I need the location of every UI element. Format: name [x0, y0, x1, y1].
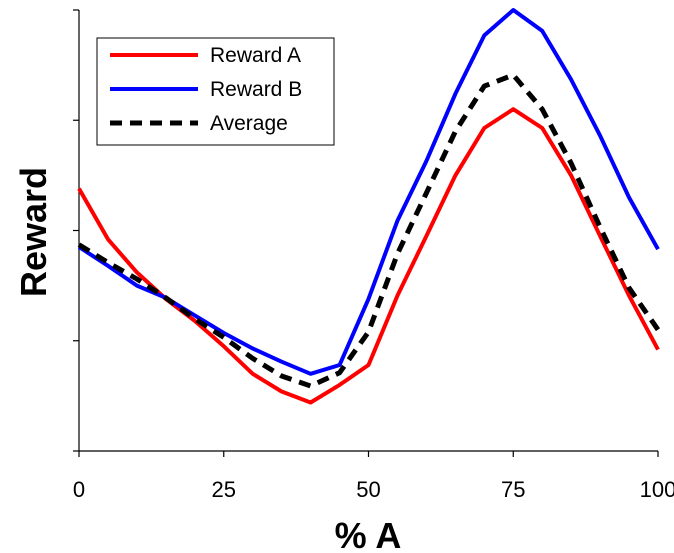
- x-tick-label: 50: [356, 477, 380, 502]
- series-lines: [77, 8, 661, 405]
- x-tick-label: 75: [501, 477, 525, 502]
- y-ticks: [73, 9, 79, 452]
- legend-label: Average: [210, 112, 288, 135]
- x-axis-title: % A: [335, 515, 402, 553]
- x-tick-label: 100: [640, 477, 674, 502]
- series-line-average: [77, 72, 661, 389]
- x-ticks: 0 25 50 75 100: [73, 451, 674, 502]
- legend: Reward A Reward B Average: [96, 37, 335, 146]
- x-tick-label: 25: [212, 477, 236, 502]
- series-line-reward-a: [77, 107, 660, 405]
- series-line-reward-b: [77, 8, 660, 376]
- legend-items: Reward A Reward B Average: [110, 44, 302, 135]
- plot-area: 0 25 50 75 100: [73, 8, 674, 502]
- legend-label: Reward B: [210, 78, 302, 101]
- legend-label: Reward A: [210, 44, 301, 67]
- y-axis-title: Reward: [13, 167, 54, 297]
- x-tick-label: 0: [73, 477, 85, 502]
